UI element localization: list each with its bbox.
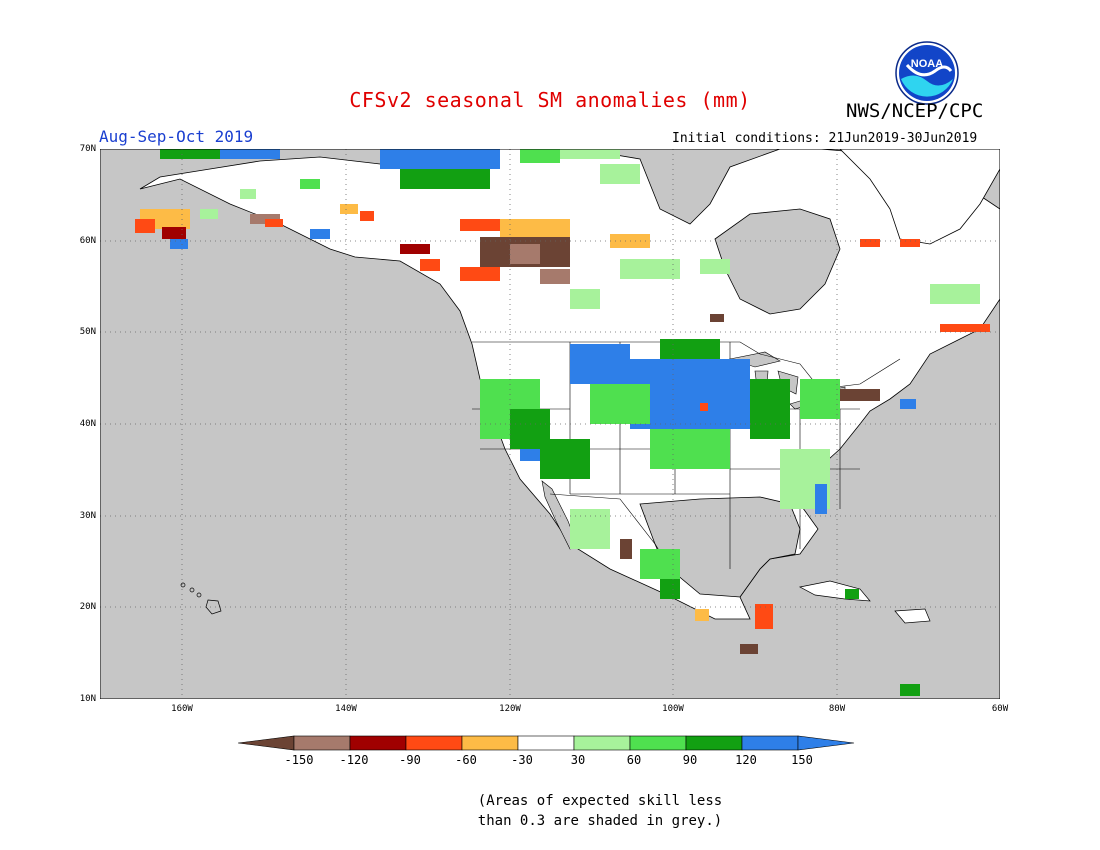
- colorbar-label-m120: -120: [339, 753, 369, 767]
- lat-label-30n: 30N: [79, 511, 96, 521]
- forecast-period: Aug-Sep-Oct 2019: [99, 127, 254, 146]
- lon-label-60w: 60W: [991, 704, 1009, 714]
- colorbar-label-60: 60: [626, 753, 642, 767]
- colorbar-swatch: [629, 735, 687, 751]
- colorbar-swatch: [405, 735, 463, 751]
- colorbar-label-m90: -90: [399, 753, 421, 767]
- lat-label-70n: 70N: [79, 144, 96, 154]
- greenland-land: [839, 149, 1000, 245]
- lon-label-120w: 120W: [499, 704, 521, 714]
- lat-label-60n: 60N: [79, 236, 96, 246]
- colorbar-label-90: 90: [682, 753, 698, 767]
- colorbar-label-m150: -150: [284, 753, 314, 767]
- colorbar-swatch: [797, 735, 855, 751]
- colorbar-swatch: [685, 735, 743, 751]
- svg-text:NOAA: NOAA: [911, 58, 943, 70]
- initial-conditions: Initial conditions: 21Jun2019-30Jun2019: [672, 131, 978, 146]
- hudson-bay: [714, 208, 841, 315]
- lat-label-10n: 10N: [79, 694, 96, 704]
- organization-label: NWS/NCEP/CPC: [846, 100, 984, 122]
- anomaly-cells: [135, 149, 990, 696]
- noaa-logo: NOAA: [895, 41, 959, 105]
- colorbar-swatch: [573, 735, 631, 751]
- colorbar-swatch: [741, 735, 799, 751]
- colorbar-swatch: [461, 735, 519, 751]
- colorbar-label-120: 120: [735, 753, 757, 767]
- lat-label-50n: 50N: [79, 327, 96, 337]
- skill-note-line-2: than 0.3 are shaded in grey.): [477, 813, 723, 829]
- map-title: CFSv2 seasonal SM anomalies (mm): [349, 88, 751, 112]
- skill-note-line-1: (Areas of expected skill less: [477, 793, 723, 809]
- lat-label-40n: 40N: [79, 419, 96, 429]
- colorbar-swatch: [517, 735, 575, 751]
- colorbar-swatch: [238, 735, 295, 751]
- lon-label-100w: 100W: [662, 704, 684, 714]
- soil-moisture-map: [100, 149, 1000, 699]
- hispaniola-land: [894, 608, 931, 624]
- colorbar-label-m30: -30: [511, 753, 533, 767]
- skill-note: (Areas of expected skill less than 0.3 a…: [470, 791, 730, 831]
- colorbar-label-m60: -60: [455, 753, 477, 767]
- hawaii-islands: [180, 582, 222, 615]
- colorbar-swatch: [349, 735, 407, 751]
- colorbar-swatch: [293, 735, 351, 751]
- lat-label-20n: 20N: [79, 602, 96, 612]
- colorbar: [238, 735, 855, 751]
- colorbar-label-150: 150: [791, 753, 813, 767]
- colorbar-label-30: 30: [570, 753, 586, 767]
- lon-label-140w: 140W: [335, 704, 357, 714]
- lon-label-160w: 160W: [171, 704, 193, 714]
- graticule: [100, 149, 1000, 699]
- lon-label-80w: 80W: [828, 704, 846, 714]
